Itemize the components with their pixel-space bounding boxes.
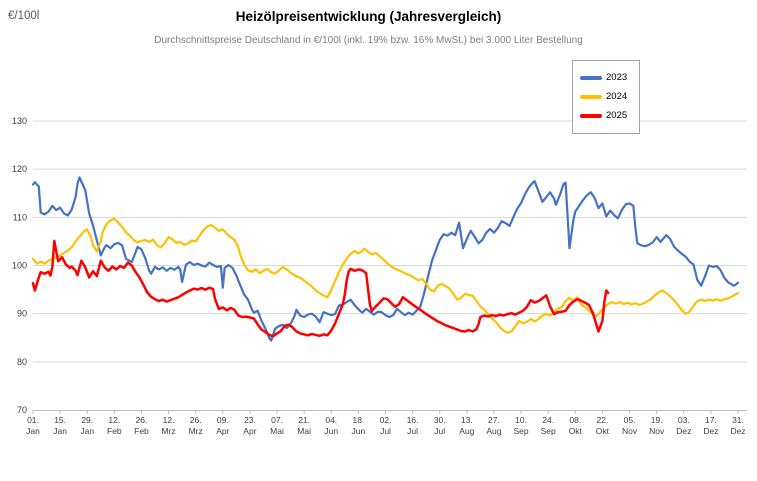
legend-item-2025: 2025 bbox=[580, 110, 639, 122]
x-tick-label: 22. Okt bbox=[596, 415, 610, 436]
legend-swatch-2024 bbox=[580, 95, 602, 99]
x-tick-label: 19. Nov bbox=[649, 415, 665, 436]
x-tick-label: 24. Sep bbox=[541, 415, 556, 436]
legend-item-2023: 2023 bbox=[580, 72, 639, 84]
y-tick-label: 120 bbox=[12, 164, 27, 174]
y-tick-label: 110 bbox=[13, 212, 27, 222]
series-line-2024 bbox=[31, 217, 740, 334]
x-tick-label: 29. Jan bbox=[80, 415, 94, 436]
chart-subtitle: Durchschnittspreise Deutschland in €/100… bbox=[154, 35, 583, 46]
x-tick-label: 31. Dez bbox=[730, 415, 745, 436]
y-tick-label: 100 bbox=[12, 261, 27, 271]
y-tick-label: 90 bbox=[17, 309, 27, 319]
x-tick-label: 21. Mai bbox=[297, 415, 311, 436]
x-tick-label: 04. Jun bbox=[324, 415, 338, 436]
x-tick-label: 05. Nov bbox=[622, 415, 638, 436]
x-tick-label: 09. Apr bbox=[216, 415, 229, 436]
x-tick-label: 08. Okt bbox=[569, 415, 583, 436]
legend-item-2024: 2024 bbox=[580, 91, 639, 103]
y-tick-label: 130 bbox=[12, 116, 27, 126]
x-tick-label: 10. Sep bbox=[514, 415, 529, 436]
y-axis-unit-label: €/100l bbox=[8, 10, 40, 22]
x-tick-label: 23. Apr bbox=[243, 415, 256, 436]
y-tick-label: 80 bbox=[17, 357, 27, 367]
x-tick-label: 26. Mrz bbox=[189, 415, 203, 436]
x-tick-label: 01. Jan bbox=[26, 415, 40, 436]
chart-title: Heizölpreisentwicklung (Jahresvergleich) bbox=[235, 9, 502, 24]
x-tick-label: 18. Jun bbox=[352, 415, 366, 436]
legend-label: 2024 bbox=[606, 91, 628, 103]
legend-swatch-2025 bbox=[580, 114, 602, 118]
x-tick-label: 30. Jul bbox=[434, 415, 446, 436]
series-line-2025 bbox=[31, 239, 610, 338]
x-tick-label: 26. Feb bbox=[134, 415, 149, 436]
x-tick-label: 16. Jul bbox=[407, 415, 419, 436]
y-tick-label: 70 bbox=[17, 405, 27, 415]
legend-label: 2025 bbox=[606, 110, 628, 122]
legend: 2023 2024 2025 bbox=[572, 60, 640, 134]
legend-label: 2023 bbox=[606, 72, 628, 84]
x-tick-label: 15. Jan bbox=[53, 415, 67, 436]
x-tick-label: 27. Aug bbox=[486, 415, 501, 436]
x-tick-label: 03. Dez bbox=[676, 415, 691, 436]
series-line-2023 bbox=[31, 176, 740, 342]
x-tick-label: 07. Mai bbox=[270, 415, 284, 436]
x-tick-label: 12. Feb bbox=[107, 415, 122, 436]
legend-swatch-2023 bbox=[580, 76, 602, 80]
x-tick-label: 13. Aug bbox=[459, 415, 474, 436]
x-tick-label: 02. Jul bbox=[380, 415, 392, 436]
x-tick-label: 12. Mrz bbox=[161, 415, 175, 436]
x-tick-label: 17. Dez bbox=[703, 415, 718, 436]
